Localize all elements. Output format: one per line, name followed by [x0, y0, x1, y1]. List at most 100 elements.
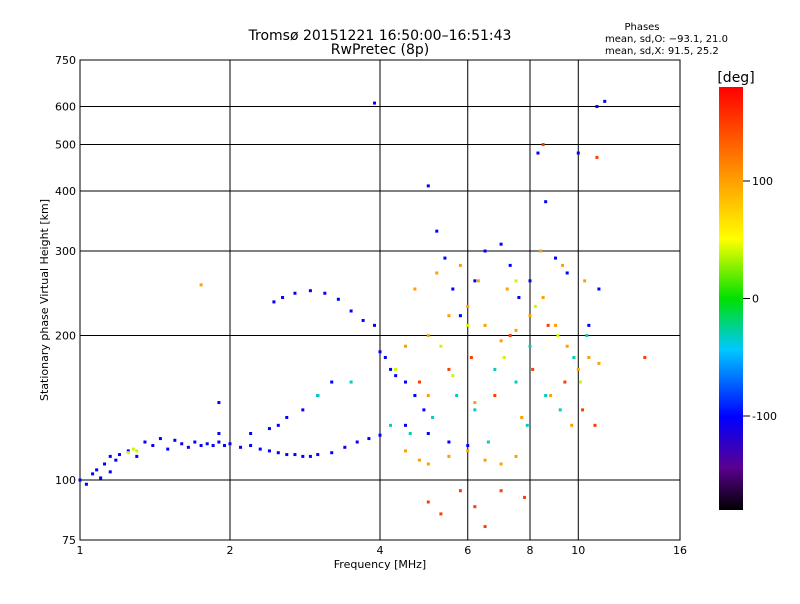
data-point: [239, 445, 243, 449]
data-point: [285, 453, 289, 457]
data-point: [603, 99, 607, 103]
data-point: [533, 304, 537, 308]
data-point: [114, 458, 118, 462]
data-point: [585, 334, 589, 338]
data-point: [403, 423, 407, 427]
data-point: [378, 433, 382, 437]
data-point: [443, 256, 447, 260]
data-point: [563, 380, 567, 384]
chart-title: Tromsø 20151221 16:50:00–16:51:43: [248, 28, 512, 44]
data-point: [476, 279, 480, 283]
data-point: [502, 355, 506, 359]
y-tick-label: 400: [55, 185, 76, 198]
data-point: [643, 355, 647, 359]
data-point: [394, 367, 398, 371]
data-point: [267, 449, 271, 453]
data-point: [553, 323, 557, 327]
data-point: [572, 355, 576, 359]
x-axis-ticks: 1 2 4 6 8 10 16: [77, 544, 688, 557]
y-axis-ticks: 75 100 200 300 400 500 600 750: [55, 54, 76, 547]
x-tick-label: 8: [527, 544, 534, 557]
data-point: [570, 423, 574, 427]
data-point: [403, 380, 407, 384]
data-point: [373, 101, 377, 105]
data-point: [108, 454, 112, 458]
data-point: [422, 408, 426, 412]
colorbar-tick-label: 0: [752, 293, 759, 306]
data-point: [493, 367, 497, 371]
data-point: [528, 279, 532, 283]
data-point: [95, 468, 99, 472]
data-point: [583, 279, 587, 283]
data-point: [426, 394, 430, 398]
data-point: [267, 427, 271, 431]
colorbar: [719, 87, 743, 510]
data-point: [576, 151, 580, 155]
data-point: [473, 401, 477, 405]
data-point: [166, 447, 170, 451]
data-point: [549, 394, 553, 398]
data-point: [486, 440, 490, 444]
data-point: [578, 380, 582, 384]
data-point: [223, 444, 227, 448]
data-point: [158, 437, 162, 441]
data-point: [595, 105, 599, 109]
data-point: [581, 408, 585, 412]
data-point: [330, 451, 334, 455]
data-point: [525, 423, 529, 427]
data-point: [451, 287, 455, 291]
data-point: [316, 453, 320, 457]
y-tick-label: 600: [55, 101, 76, 114]
data-point: [514, 279, 518, 283]
data-point: [173, 438, 177, 442]
data-point: [514, 454, 518, 458]
data-point: [217, 440, 221, 444]
data-point: [91, 472, 95, 476]
x-tick-label: 1: [77, 544, 84, 557]
data-point: [403, 344, 407, 348]
data-point: [228, 442, 232, 446]
data-point: [505, 287, 509, 291]
data-point: [355, 440, 359, 444]
data-point: [301, 454, 305, 458]
data-point: [417, 458, 421, 462]
data-point: [473, 279, 477, 283]
data-point: [103, 462, 107, 466]
y-axis-label: Stationary phase Virtual Height [km]: [38, 199, 51, 401]
y-tick-label: 300: [55, 245, 76, 258]
data-point: [587, 323, 591, 327]
data-point: [595, 155, 599, 159]
data-points: [78, 99, 647, 529]
data-point: [556, 334, 560, 338]
data-point: [293, 453, 297, 457]
data-point: [593, 423, 597, 427]
data-point: [539, 249, 543, 253]
data-point: [426, 432, 430, 436]
data-point: [483, 525, 487, 529]
y-tick-label: 200: [55, 330, 76, 343]
data-point: [199, 283, 203, 287]
data-point: [285, 415, 289, 419]
data-point: [413, 394, 417, 398]
data-point: [597, 287, 601, 291]
data-point: [276, 451, 280, 455]
data-point: [544, 394, 548, 398]
data-point: [435, 229, 439, 233]
data-point: [558, 408, 562, 412]
data-point: [576, 367, 580, 371]
data-point: [458, 489, 462, 493]
data-point: [597, 361, 601, 365]
data-point: [373, 323, 377, 327]
y-tick-label: 100: [55, 474, 76, 487]
data-point: [378, 350, 382, 354]
data-point: [499, 242, 503, 246]
y-tick-label: 500: [55, 139, 76, 152]
data-point: [553, 256, 557, 260]
data-point: [301, 408, 305, 412]
data-point: [536, 151, 540, 155]
data-point: [126, 451, 130, 455]
data-point: [426, 462, 430, 466]
data-point: [199, 444, 203, 448]
